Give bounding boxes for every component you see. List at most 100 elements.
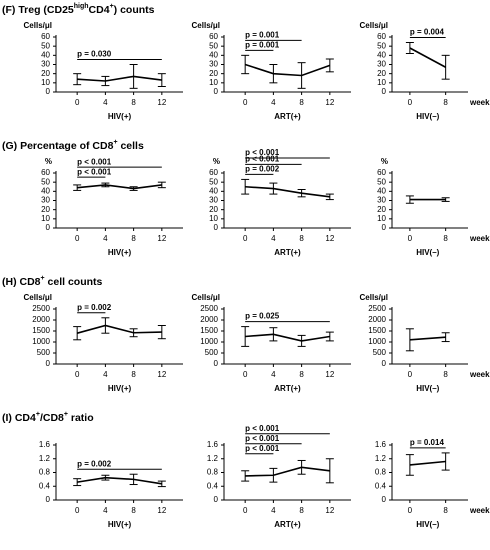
y-tick-label: 20 — [209, 205, 218, 214]
x-axis-label: HIV(+) — [108, 112, 132, 121]
y-tick-label: 0.4 — [207, 481, 219, 490]
x-tick-label: 12 — [157, 234, 166, 243]
bracket-label: p = 0.002 — [245, 165, 280, 174]
x-tick-label: 8 — [299, 98, 304, 107]
x-tick-label: 0 — [408, 370, 413, 379]
y-tick-label: 1000 — [32, 337, 50, 346]
error-bar — [269, 327, 278, 342]
y-tick-label: 1500 — [368, 326, 386, 335]
title-part: ratio — [68, 412, 94, 424]
y-tick-label: 1.6 — [207, 440, 219, 449]
error-bar — [129, 473, 138, 486]
y-tick-label: 1000 — [368, 337, 386, 346]
x-tick-label: 8 — [131, 506, 136, 515]
y-tick-label: 2500 — [32, 304, 50, 313]
y-tick-label: 50 — [377, 177, 386, 186]
x-tick-label: 8 — [131, 98, 136, 107]
y-tick-label: 0.8 — [39, 468, 51, 477]
x-tick-label: 0 — [408, 98, 413, 107]
panel-title: (H) CD8+ cell counts — [2, 275, 103, 287]
title-part: + — [113, 139, 117, 146]
error-bar — [269, 64, 278, 84]
y-tick-label: 0.4 — [375, 481, 387, 490]
error-bar — [441, 452, 450, 471]
y-tick-label: 10 — [209, 78, 218, 87]
bracket-label: p < 0.001 — [245, 424, 280, 433]
error-bar — [73, 478, 82, 487]
y-axis-label: % — [213, 157, 220, 166]
y-tick-label: 1.2 — [39, 454, 51, 463]
y-tick-label: 20 — [209, 69, 218, 78]
x-axis-label: HIV(–) — [416, 384, 439, 393]
bracket-label: p = 0.002 — [77, 303, 112, 312]
x-unit-label: week — [469, 370, 490, 379]
y-tick-label: 0 — [214, 87, 219, 96]
y-tick-label: 1.2 — [375, 454, 387, 463]
y-tick-label: 30 — [209, 60, 218, 69]
y-axis-label: % — [45, 157, 52, 166]
y-tick-label: 20 — [377, 205, 386, 214]
error-bar — [101, 75, 110, 87]
x-tick-label: 4 — [271, 234, 276, 243]
y-tick-label: 0 — [382, 495, 387, 504]
error-bar — [325, 58, 334, 73]
bracket-label: p < 0.001 — [245, 434, 280, 443]
error-bar — [405, 454, 414, 476]
title-part: + — [64, 411, 68, 418]
y-axis-label: Cells/μl — [192, 21, 220, 30]
bracket-label: p = 0.014 — [410, 438, 445, 447]
title-part: (I) CD4 — [2, 412, 36, 424]
data-line — [245, 333, 330, 342]
error-bar — [325, 331, 334, 342]
y-tick-label: 40 — [377, 186, 386, 195]
y-tick-label: 0 — [382, 87, 387, 96]
error-bar — [405, 42, 414, 54]
x-tick-label: 4 — [103, 506, 108, 515]
error-bar — [157, 73, 166, 87]
y-tick-label: 0 — [46, 359, 51, 368]
y-tick-label: 40 — [377, 50, 386, 59]
x-axis-label: ART(+) — [274, 112, 301, 121]
error-bar — [129, 328, 138, 338]
panel-title: (F) Treg (CD25highCD4+) counts — [2, 3, 155, 15]
x-tick-label: 12 — [325, 506, 334, 515]
x-axis-label: HIV(–) — [416, 520, 439, 529]
bracket-label: p = 0.004 — [410, 28, 445, 37]
error-bar — [157, 480, 166, 488]
data-line — [244, 63, 331, 77]
error-bar — [325, 193, 334, 201]
data-line — [409, 47, 447, 68]
y-tick-label: 10 — [41, 214, 50, 223]
y-tick-label: 1000 — [200, 337, 218, 346]
y-axis-label: % — [381, 157, 388, 166]
title-part: cell counts — [45, 276, 103, 288]
y-tick-label: 10 — [209, 214, 218, 223]
x-tick-label: 8 — [299, 506, 304, 515]
title-part: CD4 — [89, 4, 110, 16]
y-tick-label: 20 — [377, 69, 386, 78]
x-unit-label: week — [469, 234, 490, 243]
data-line — [409, 460, 446, 466]
y-tick-label: 10 — [377, 78, 386, 87]
bracket-label: p = 0.002 — [77, 459, 112, 468]
title-part: + — [36, 411, 40, 418]
x-tick-label: 4 — [103, 370, 108, 379]
x-tick-label: 0 — [243, 370, 248, 379]
x-tick-label: 0 — [75, 370, 80, 379]
y-tick-label: 500 — [205, 348, 219, 357]
y-axis-label: Cells/μl — [24, 21, 52, 30]
x-tick-label: 4 — [271, 370, 276, 379]
error-bar — [101, 182, 110, 188]
y-tick-label: 60 — [377, 32, 386, 41]
panel-title: (G) Percentage of CD8+ cells — [2, 139, 144, 151]
y-tick-label: 30 — [377, 196, 386, 205]
data-line — [77, 75, 162, 82]
error-bar — [157, 181, 166, 189]
x-tick-label: 0 — [243, 234, 248, 243]
error-bar — [157, 325, 166, 340]
error-bar — [241, 54, 250, 75]
y-tick-label: 0 — [214, 495, 219, 504]
y-tick-label: 2000 — [32, 315, 50, 324]
y-tick-label: 40 — [209, 50, 218, 59]
